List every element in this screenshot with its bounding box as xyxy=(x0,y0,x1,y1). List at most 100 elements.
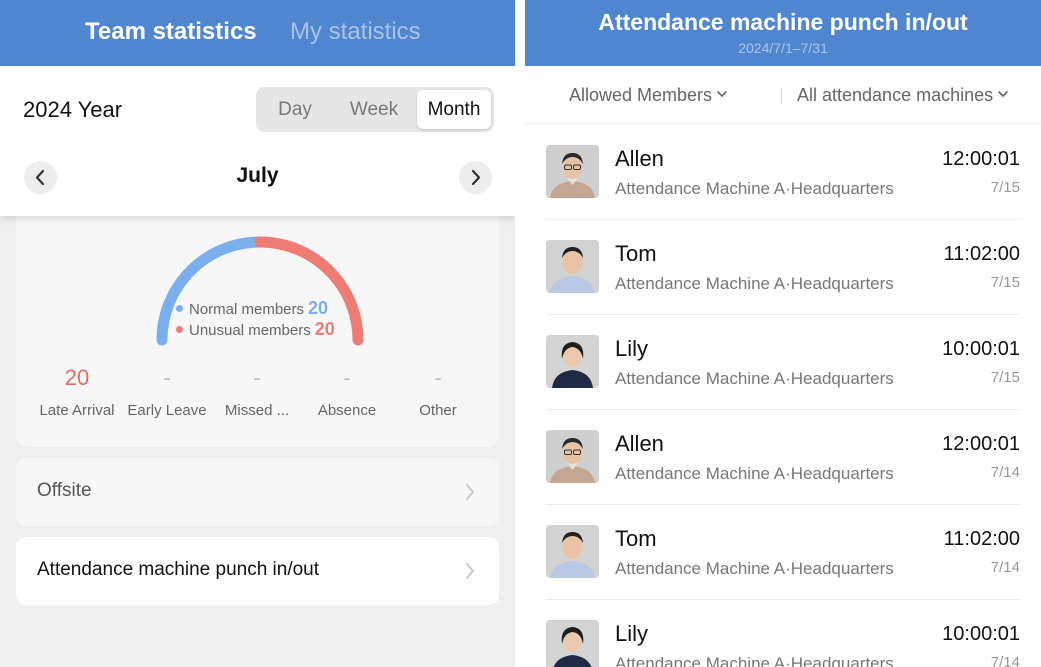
member-name: Lily xyxy=(615,621,649,646)
members-filter-dropdown[interactable]: Allowed Members xyxy=(569,85,728,106)
filter-bar: Allowed Members All attendance machines xyxy=(525,66,1041,124)
machine-location: Attendance Machine A·Headquarters xyxy=(615,654,894,667)
month-label: July xyxy=(236,164,279,187)
punch-header: Attendance machine punch in/out 2024/7/1… xyxy=(525,0,1041,66)
unusual-members-label: Unusual members xyxy=(189,322,311,339)
punch-record[interactable]: Allen Attendance Machine A·Headquarters … xyxy=(546,125,1020,220)
filter-divider xyxy=(781,88,782,104)
machines-filter-dropdown[interactable]: All attendance machines xyxy=(797,85,1009,106)
machine-location: Attendance Machine A·Headquarters xyxy=(615,179,894,198)
next-month-button[interactable] xyxy=(459,161,492,194)
attendance-machine-row[interactable]: Attendance machine punch in/out xyxy=(16,537,499,605)
divider xyxy=(546,409,1020,410)
punch-date: 7/14 xyxy=(990,654,1020,667)
tab-my-statistics[interactable]: My statistics xyxy=(290,18,421,45)
divider xyxy=(546,504,1020,505)
unusual-dot-icon xyxy=(176,325,183,333)
avatar xyxy=(546,145,599,198)
attendance-summary-card: Normal members 20 Unusual members 20 20 La… xyxy=(16,200,499,447)
machine-location: Attendance Machine A·Headquarters xyxy=(615,464,894,483)
avatar xyxy=(546,620,599,667)
punch-records-panel: Attendance machine punch in/out 2024/7/1… xyxy=(525,0,1041,667)
punch-record[interactable]: Tom Attendance Machine A·Headquarters 11… xyxy=(546,505,1020,600)
punch-time: 10:00:01 xyxy=(942,338,1020,360)
offsite-row[interactable]: Offsite xyxy=(16,458,499,526)
metric-value: - xyxy=(163,365,171,390)
punch-date: 7/14 xyxy=(990,559,1020,576)
machine-location: Attendance Machine A·Headquarters xyxy=(615,559,894,578)
punch-date: 7/15 xyxy=(990,274,1020,291)
period-selector-card: 2024 Year Day Week Month July xyxy=(0,66,515,216)
metric-other[interactable]: - Other xyxy=(393,364,483,419)
metric-value: 20 xyxy=(64,365,90,390)
metric-late-arrival[interactable]: 20 Late Arrival xyxy=(32,364,122,419)
team-statistics-panel: Team statistics My statistics 2024 Year … xyxy=(0,0,515,667)
gauge-normal-arc xyxy=(156,236,266,346)
divider xyxy=(546,219,1020,220)
metric-label: Late Arrival xyxy=(39,402,115,419)
punch-date: 7/15 xyxy=(990,369,1020,386)
punch-date: 7/15 xyxy=(990,179,1020,196)
attendance-machine-label: Attendance machine punch in/out xyxy=(37,559,320,580)
avatar xyxy=(546,335,599,388)
segment-week[interactable]: Week xyxy=(349,99,399,120)
chevron-right-icon xyxy=(466,563,474,579)
punch-record[interactable]: Lily Attendance Machine A·Headquarters 1… xyxy=(546,600,1020,667)
metric-label: Absence xyxy=(317,402,377,419)
offsite-label: Offsite xyxy=(37,480,92,501)
punch-time: 12:00:01 xyxy=(942,148,1020,170)
chevron-left-icon xyxy=(35,169,45,186)
punch-time: 10:00:01 xyxy=(942,623,1020,645)
metric-label: Early Leave xyxy=(127,402,207,419)
segment-month[interactable]: Month xyxy=(417,90,491,129)
chevron-down-icon xyxy=(998,91,1008,98)
punch-record[interactable]: Lily Attendance Machine A·Headquarters 1… xyxy=(546,315,1020,410)
member-name: Allen xyxy=(615,146,664,171)
member-name: Tom xyxy=(615,241,657,266)
metric-value: - xyxy=(434,365,442,390)
chevron-right-icon xyxy=(466,484,474,500)
gauge-unusual-arc xyxy=(254,236,364,346)
member-name: Tom xyxy=(615,526,657,551)
stats-header: Team statistics My statistics xyxy=(0,0,515,66)
chevron-right-icon xyxy=(471,169,481,186)
metric-absence[interactable]: - Absence xyxy=(302,364,392,419)
attendance-gauge xyxy=(156,236,364,346)
metric-value: - xyxy=(343,365,351,390)
punch-time: 11:02:00 xyxy=(943,243,1020,265)
avatar xyxy=(546,430,599,483)
divider xyxy=(546,314,1020,315)
year-label[interactable]: 2024 Year xyxy=(23,97,123,122)
avatar xyxy=(546,525,599,578)
normal-dot-icon xyxy=(176,304,183,312)
punch-date: 7/14 xyxy=(990,464,1020,481)
metric-early-leave[interactable]: - Early Leave xyxy=(122,364,212,419)
metric-missed[interactable]: - Missed ... xyxy=(212,364,302,419)
normal-members-label: Normal members xyxy=(189,301,305,318)
segment-day[interactable]: Day xyxy=(278,99,312,120)
members-filter-label: Allowed Members xyxy=(569,85,713,105)
page-title: Attendance machine punch in/out xyxy=(598,9,968,35)
date-range: 2024/7/1–7/31 xyxy=(738,40,828,56)
avatar xyxy=(546,240,599,293)
unusual-members-legend: Unusual members 20 xyxy=(176,319,335,340)
previous-month-button[interactable] xyxy=(24,161,57,194)
unusual-members-value: 20 xyxy=(314,319,335,339)
member-name: Lily xyxy=(615,336,649,361)
divider xyxy=(546,599,1020,600)
period-segmented-control: Day Week Month xyxy=(256,87,494,132)
metric-label: Missed ... xyxy=(224,402,290,419)
chevron-down-icon xyxy=(717,91,727,98)
machines-filter-label: All attendance machines xyxy=(797,85,994,105)
machine-location: Attendance Machine A·Headquarters xyxy=(615,369,894,388)
tab-team-statistics[interactable]: Team statistics xyxy=(85,18,257,45)
member-name: Allen xyxy=(615,431,664,456)
metric-label: Other xyxy=(419,402,457,419)
metric-value: - xyxy=(253,365,261,390)
normal-members-legend: Normal members 20 xyxy=(176,298,328,319)
punch-time: 12:00:01 xyxy=(942,433,1020,455)
punch-record[interactable]: Tom Attendance Machine A·Headquarters 11… xyxy=(546,220,1020,315)
punch-time: 11:02:00 xyxy=(943,528,1020,550)
punch-record[interactable]: Allen Attendance Machine A·Headquarters … xyxy=(546,410,1020,505)
